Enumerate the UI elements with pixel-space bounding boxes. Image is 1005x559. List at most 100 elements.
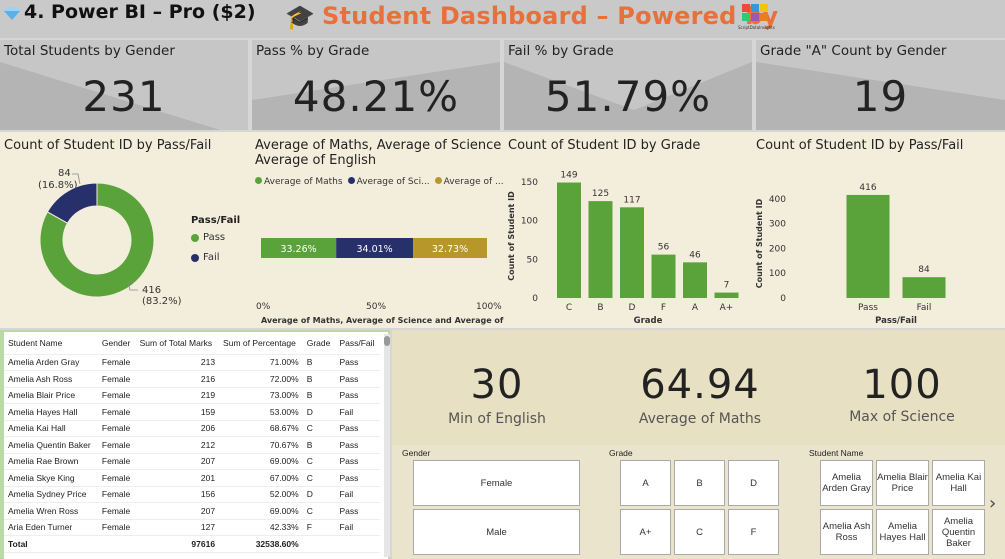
table-row[interactable]: Amelia Wren Ross Female 207 69.00% C Pass	[4, 502, 380, 520]
stats-panel: 30 Min of English 64.94 Average of Maths…	[392, 330, 1005, 445]
table-total-row: Total 97616 32538.60%	[4, 535, 380, 553]
fail-data-percent: (16.8%)	[38, 180, 78, 191]
table-cell: 67.00%	[219, 469, 303, 487]
slicer-option-male[interactable]: Male	[413, 509, 580, 555]
y-tick-label: 0	[532, 294, 538, 304]
student-table[interactable]: Student Name Gender Sum of Total Marks Sum …	[4, 332, 390, 559]
table-cell: 53.00%	[219, 403, 303, 421]
table-cell: 52.00%	[219, 486, 303, 503]
table-cell: C	[302, 469, 336, 487]
slicer-option-student[interactable]: Amelia Ash Ross	[820, 509, 873, 555]
scrollbar-thumb[interactable]	[384, 336, 390, 346]
bar-F[interactable]	[651, 254, 676, 298]
table-header-row: Student Name Gender Sum of Total Marks Sum …	[4, 332, 380, 355]
slicer-option-grade-f[interactable]: F	[728, 509, 779, 555]
chevron-right-icon[interactable]: ›	[989, 493, 997, 514]
legend-item-science[interactable]: Average of Sci...	[347, 177, 430, 187]
bar-C[interactable]	[557, 182, 581, 298]
passfail-bar-visual[interactable]: Count of Student ID by Pass/Fail 0 100 200…	[756, 132, 1005, 328]
table-row[interactable]: Aria Eden Turner Female 127 42.33% F Fail	[4, 519, 380, 536]
legend-label: Pass	[203, 232, 226, 243]
table-row[interactable]: Amelia Quentin Baker Female 212 70.67% B Pass	[4, 436, 380, 454]
segment-data-label: 33.26%	[280, 244, 316, 255]
table-cell: Amelia Blair Price	[4, 387, 98, 404]
table-row[interactable]: Amelia Skye King Female 201 67.00% C Pass	[4, 469, 380, 487]
stacked-bar-visual[interactable]: Average of Maths, Average of Science and…	[252, 132, 538, 328]
slicer-option-grade-d[interactable]: D	[728, 460, 779, 506]
stat-value-min-english: 30	[470, 362, 524, 408]
table-cell: Pass	[335, 453, 380, 470]
kpi-grade-a-count[interactable]: Grade "A" Count by Gender 19	[756, 40, 1005, 130]
table-cell: D	[302, 403, 336, 421]
bar-Pass[interactable]	[846, 194, 890, 298]
donut-slice-pass[interactable]	[39, 182, 155, 298]
stacked-segment[interactable]	[261, 238, 337, 258]
page-label: 4. Power BI – Pro ($2)	[24, 1, 256, 23]
column-header[interactable]: Sum of Total Marks	[135, 332, 220, 355]
kpi-pass-percent[interactable]: Pass % by Grade 48.21%	[252, 40, 500, 130]
y-tick-label: 150	[521, 178, 538, 188]
grade-bar-visual[interactable]: Count of Student ID by Grade 0 50 100 150 Co…	[504, 132, 756, 328]
visual-title: Count of Student ID by Grade	[508, 138, 701, 153]
legend-item-maths[interactable]: Average of Maths	[255, 177, 343, 187]
legend-item-fail[interactable]: Fail	[191, 252, 220, 263]
slicer-option-grade-a-plus[interactable]: A+	[620, 509, 671, 555]
stacked-segment[interactable]	[413, 238, 487, 258]
table-row[interactable]: Amelia Blair Price Female 219 73.00% B Pass	[4, 387, 380, 404]
gender-slicer-title: Gender	[402, 448, 431, 458]
bar-D[interactable]	[620, 207, 644, 298]
column-header[interactable]: Sum of Percentage	[219, 332, 303, 355]
table-row[interactable]: Amelia Ash Ross Female 216 72.00% B Pass	[4, 370, 380, 388]
slicer-option-student[interactable]: Amelia Quentin Baker	[932, 509, 985, 555]
table-cell: Amelia Wren Ross	[4, 502, 98, 520]
table-scrollbar[interactable]	[384, 334, 390, 557]
segment-data-label: 32.73%	[432, 244, 468, 255]
table-cell: Amelia Rae Brown	[4, 453, 98, 470]
table-cell: 206	[135, 420, 220, 437]
fail-data-label: 84	[58, 168, 71, 179]
slicer-option-grade-a[interactable]: A	[620, 460, 671, 506]
slicer-option-student[interactable]: Amelia Kai Hall	[932, 460, 985, 506]
table-row[interactable]: Amelia Sydney Price Female 156 52.00% D Fail	[4, 486, 380, 503]
table-cell: Fail	[335, 403, 380, 421]
kpi-background-shape	[0, 62, 220, 130]
table-row[interactable]: Amelia Hayes Hall Female 159 53.00% D Fail	[4, 403, 380, 421]
bar-B[interactable]	[588, 201, 613, 298]
bar-A+[interactable]	[714, 292, 739, 298]
x-tick-label: D	[629, 303, 636, 313]
column-header[interactable]: Student Name	[4, 332, 98, 355]
slicer-option-grade-b[interactable]: B	[674, 460, 725, 506]
legend-dot-icon	[191, 233, 199, 242]
legend-item-pass[interactable]: Pass	[191, 232, 225, 243]
kpi-total-students[interactable]: Total Students by Gender 231	[0, 40, 248, 130]
slicer-panel: Gender Female Male Grade A B D A+ C F St…	[392, 445, 1005, 559]
slicer-option-student[interactable]: Amelia Arden Gray	[820, 460, 873, 506]
table-row[interactable]: Amelia Arden Gray Female 213 71.00% B Pass	[4, 354, 380, 371]
slicer-option-student[interactable]: Amelia Hayes Hall	[876, 509, 929, 555]
table-cell: Aria Eden Turner	[4, 519, 98, 536]
bar-Fail[interactable]	[902, 277, 946, 298]
stat-value-max-science: 100	[862, 362, 942, 408]
table-cell: 73.00%	[219, 387, 303, 404]
column-header[interactable]: Pass/Fail	[335, 332, 380, 355]
slicer-option-student[interactable]: Amelia Blair Price	[876, 460, 929, 506]
total-cell: 97616	[135, 535, 220, 553]
table-cell: Fail	[335, 519, 380, 536]
table-cell: 68.67%	[219, 420, 303, 437]
table-cell: Amelia Quentin Baker	[4, 436, 98, 454]
column-header[interactable]: Grade	[302, 332, 336, 355]
slicer-option-female[interactable]: Female	[413, 460, 580, 506]
slicer-option-grade-c[interactable]: C	[674, 509, 725, 555]
stacked-segment[interactable]	[336, 238, 414, 258]
column-header[interactable]: Gender	[97, 332, 136, 355]
kpi-fail-percent[interactable]: Fail % by Grade 51.79%	[504, 40, 752, 130]
table-cell: 159	[135, 403, 220, 421]
bar-A[interactable]	[683, 262, 707, 298]
kpi-title: Total Students by Gender	[4, 43, 175, 59]
table-row[interactable]: Amelia Rae Brown Female 207 69.00% C Pass	[4, 453, 380, 470]
stacked-legend: Average of Maths Average of Sci... Avera…	[255, 177, 504, 187]
pass-data-label: 416	[142, 285, 162, 296]
donut-chart-visual[interactable]: Count of Student ID by Pass/Fail 84 (16.…	[0, 132, 252, 328]
table-row[interactable]: Amelia Kai Hall Female 206 68.67% C Pass	[4, 420, 380, 437]
legend-item-english[interactable]: Average of ...	[434, 177, 504, 187]
